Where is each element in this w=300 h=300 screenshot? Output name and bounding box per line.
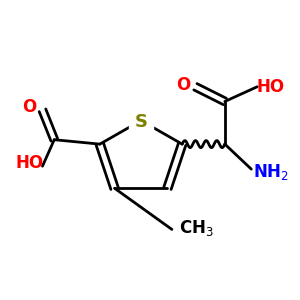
Text: CH$_3$: CH$_3$ <box>179 218 214 238</box>
Text: HO: HO <box>256 78 284 96</box>
Text: O: O <box>176 76 191 94</box>
Text: O: O <box>22 98 36 116</box>
Text: S: S <box>134 113 148 131</box>
Text: NH$_2$: NH$_2$ <box>253 162 289 182</box>
Text: HO: HO <box>15 154 43 172</box>
